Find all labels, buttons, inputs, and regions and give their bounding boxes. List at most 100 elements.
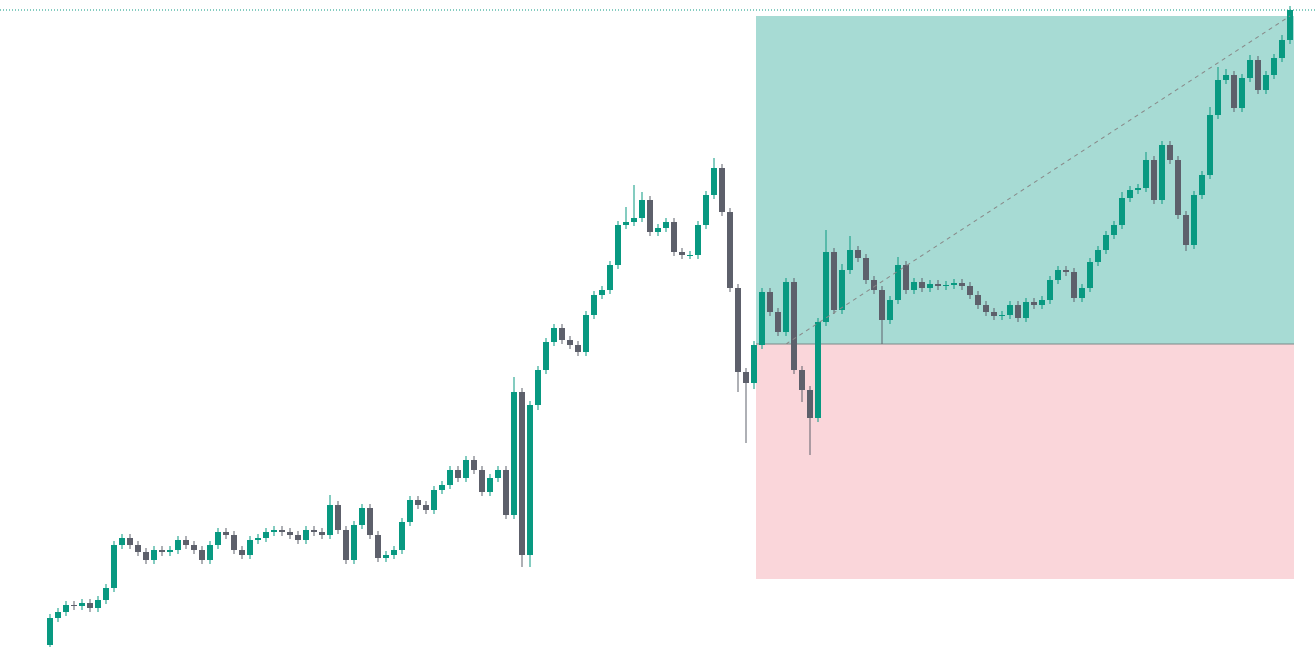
candle-body [199,550,205,560]
candle-body [951,283,957,285]
candle-body [671,222,677,252]
candle-body [1111,225,1117,235]
candle-body [767,292,773,312]
candle-body [103,588,109,600]
candle-body [943,285,949,286]
candle-body [1231,75,1237,108]
candle-body [479,470,485,492]
candle-body [399,522,405,550]
candle-body [279,530,285,532]
candle-body [719,168,725,212]
candle-body [927,284,933,288]
candle-body [391,550,397,555]
candle-body [95,600,101,608]
candle-body [375,535,381,558]
candle-body [919,282,925,288]
candle-body [967,286,973,295]
candle-body [935,284,941,286]
candle-body [1031,302,1037,305]
candle-body [751,345,757,383]
candle-body [887,300,893,320]
candle-body [855,250,861,258]
candle-body [87,603,93,608]
candle-body [1119,198,1125,225]
candle-body [527,405,533,555]
candle-body [159,550,165,552]
candle-body [1087,262,1093,288]
candle-body [431,490,437,510]
candle-body [799,370,805,390]
candle-body [831,252,837,310]
candle-body [263,532,269,538]
candle-body [703,195,709,225]
candle-body [471,460,477,470]
candle-body [543,342,549,370]
candle-body [791,282,797,370]
candle-body [271,530,277,532]
candle-body [1167,145,1173,160]
candle-body [1175,160,1181,215]
candle-body [903,265,909,290]
candle-body [895,265,901,300]
candle-body [551,328,557,342]
candle-body [119,538,125,545]
candle-body [239,550,245,555]
candle-body [1143,160,1149,188]
candle-body [55,612,61,618]
candle-body [759,292,765,345]
candle-body [487,478,493,492]
candle-body [687,255,693,256]
candle-body [663,222,669,228]
candle-body [1095,250,1101,262]
candle-body [295,535,301,540]
candle-body [911,282,917,290]
candle-body [1279,40,1285,58]
candle-body [839,270,845,310]
candle-body [135,545,141,552]
candle-body [695,225,701,255]
candle-body [1047,280,1053,300]
candle-body [711,168,717,195]
candle-body [1207,115,1213,175]
candle-body [255,538,261,540]
candle-body [823,252,829,322]
candle-body [183,540,189,545]
candle-body [1247,60,1253,78]
candle-body [615,225,621,265]
candle-body [535,370,541,405]
candle-body [1063,270,1069,272]
stop-zone [756,344,1294,579]
candle-body [191,545,197,550]
candle-body [591,295,597,315]
candle-body [847,250,853,270]
candle-body [463,460,469,478]
candle-body [1135,188,1141,190]
candle-body [807,390,813,418]
candle-body [1015,305,1021,318]
candle-body [1159,145,1165,200]
candle-body [287,532,293,535]
candle-body [207,545,213,560]
candle-body [983,305,989,312]
candle-body [879,290,885,320]
candle-body [1263,75,1269,90]
candle-body [423,505,429,510]
candle-body [1287,10,1293,40]
candle-body [63,605,69,612]
candle-body [1183,215,1189,245]
candle-body [1007,305,1013,315]
candle-body [647,200,653,232]
candle-body [439,485,445,490]
candle-body [975,295,981,305]
candle-body [111,545,117,588]
candle-body [351,525,357,560]
candle-body [327,505,333,535]
candle-body [343,530,349,560]
candle-body [455,470,461,478]
candle-body [727,212,733,288]
candle-body [631,218,637,222]
candle-body [1039,300,1045,305]
candle-body [143,552,149,560]
candle-body [247,540,253,555]
candle-body [1103,235,1109,250]
